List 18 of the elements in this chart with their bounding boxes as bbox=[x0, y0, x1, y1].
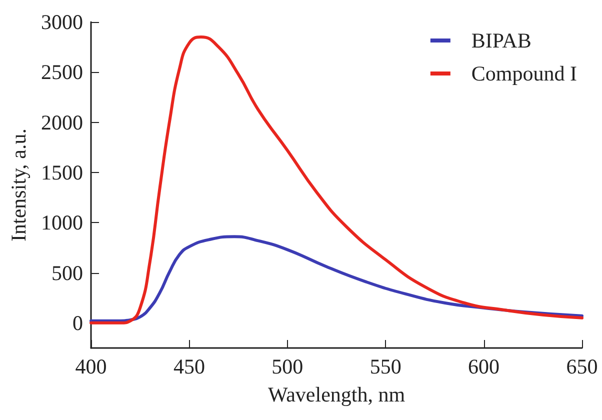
y-tick-label: 2000 bbox=[41, 110, 83, 134]
y-tick-label: 3000 bbox=[41, 10, 83, 34]
y-tick-label: 0 bbox=[72, 310, 83, 335]
y-tick-label: 500 bbox=[52, 260, 83, 285]
x-tick-label: 450 bbox=[173, 354, 205, 378]
x-tick-label: 650 bbox=[566, 354, 598, 378]
y-tick-label: 2500 bbox=[41, 60, 83, 84]
y-axis-title: Intensity, a.u. bbox=[6, 128, 30, 242]
y-tick-label: 1500 bbox=[41, 160, 83, 184]
legend-label: Compound I bbox=[471, 62, 578, 86]
x-tick-label: 400 bbox=[75, 354, 107, 378]
x-axis-title: Wavelength, nm bbox=[268, 382, 406, 406]
line-series bbox=[90, 36, 584, 324]
x-tick-label: 500 bbox=[272, 354, 304, 378]
x-tick-label: 600 bbox=[468, 354, 500, 378]
x-tick-label: 550 bbox=[370, 354, 402, 378]
legend-label: BIPAB bbox=[471, 28, 532, 52]
y-tick-label: 1000 bbox=[41, 210, 83, 235]
